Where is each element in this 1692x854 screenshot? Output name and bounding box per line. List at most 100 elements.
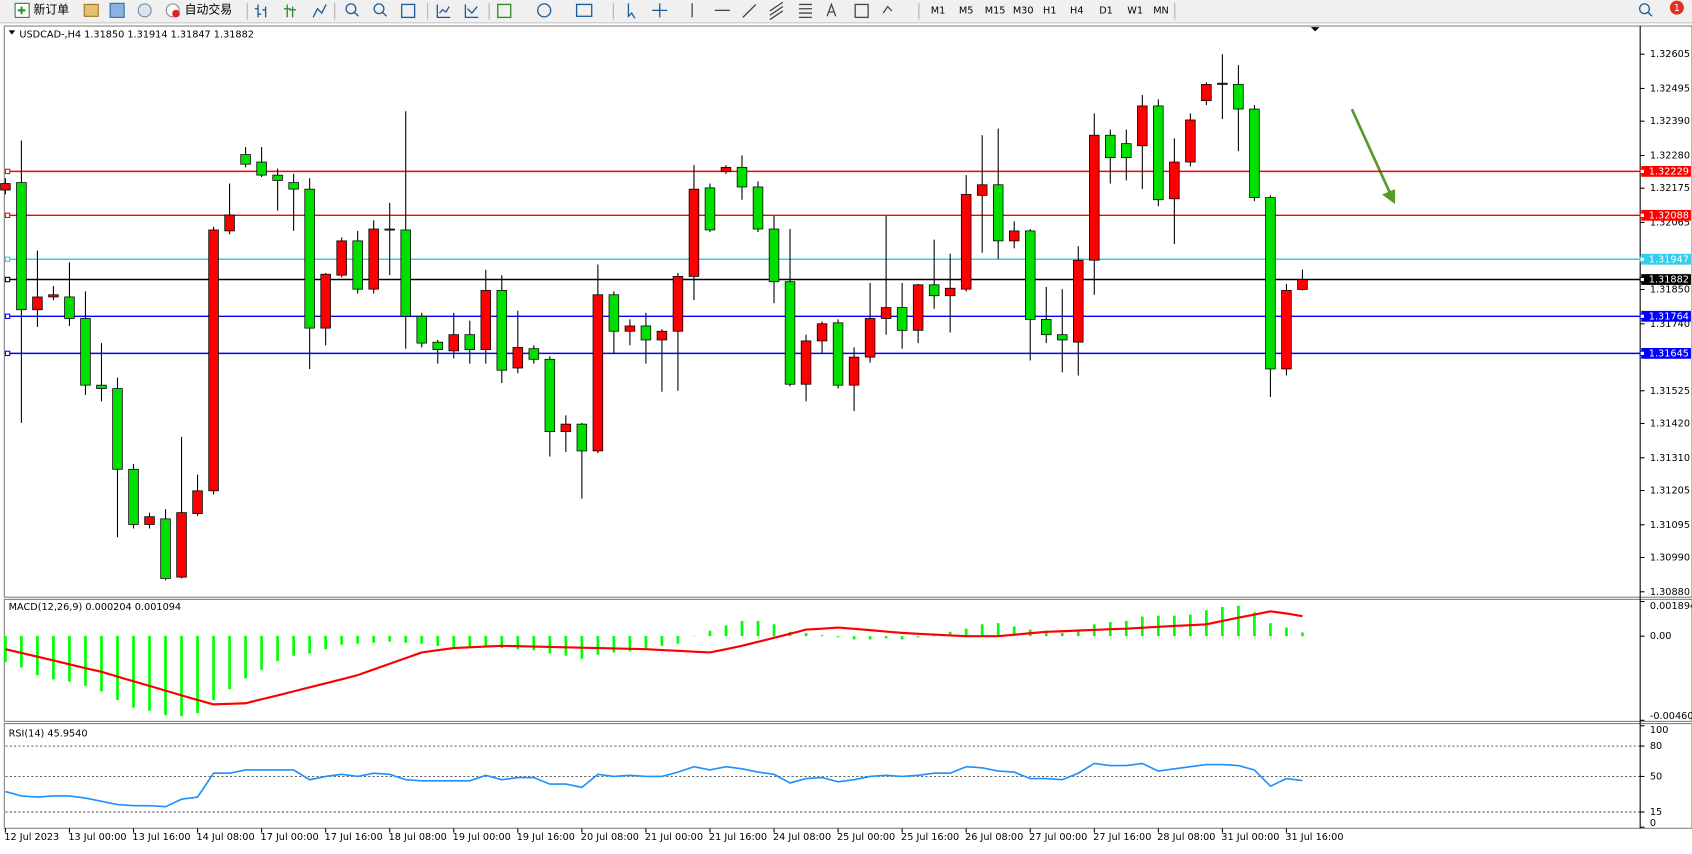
candle-body (192, 490, 203, 514)
candle-body (1249, 108, 1260, 198)
trend-arrow (1350, 108, 1396, 205)
timeframe-button[interactable]: MN (1153, 5, 1169, 16)
timeframe-button[interactable]: M15 (985, 5, 1006, 16)
x-tick-label: 17 Jul 00:00 (261, 832, 319, 843)
icon[interactable] (109, 2, 125, 18)
y-tick-label: 1.31095 (1650, 520, 1690, 531)
x-tick-label: 21 Jul 16:00 (709, 832, 767, 843)
candle-body (528, 348, 540, 360)
timeframe-button[interactable]: W1 (1127, 5, 1143, 16)
candle-body (1137, 105, 1148, 147)
tool-icons[interactable] (254, 1, 1653, 21)
button-label: 自动交易 (185, 2, 232, 16)
button-label: 新订单 (33, 2, 69, 16)
main-layer: M1 M5 M15 M30 H1 H4 D1 W1 MN 1.32605 1.32495 1.3239… (0, 5, 1692, 843)
y-tick-label: 100 (1650, 725, 1669, 736)
candle-body (720, 166, 732, 173)
y-tick-label: 1.32390 (1650, 116, 1690, 127)
candle-body (992, 184, 1004, 242)
candle-body (1281, 290, 1292, 370)
candle-body (832, 322, 844, 386)
x-tick-label: 27 Jul 00:00 (1029, 832, 1087, 843)
level-label: 1.31764 (1649, 311, 1689, 322)
x-tick-label: 20 Jul 08:00 (581, 832, 639, 843)
candle-body (1217, 82, 1228, 85)
candle-body (752, 186, 764, 230)
candle-body (944, 287, 956, 297)
candle-body (800, 340, 812, 385)
x-tick-label: 26 Jul 08:00 (965, 832, 1023, 843)
x-tick-label: 28 Jul 08:00 (1157, 832, 1215, 843)
candle-body (1297, 279, 1308, 290)
timeframe-button[interactable]: H4 (1070, 5, 1083, 16)
candle-body (816, 323, 828, 342)
candle-body (1024, 230, 1036, 320)
icon[interactable] (83, 3, 99, 17)
candle-body (880, 307, 892, 319)
candle-body (688, 188, 700, 277)
icon[interactable] (137, 3, 152, 18)
x-tick-label: 19 Jul 00:00 (453, 832, 511, 843)
candle-body (256, 161, 267, 176)
icon (17, 6, 26, 15)
y-tick-label: 1.32495 (1650, 83, 1690, 94)
candle-body (400, 229, 411, 317)
y-tick-label: 1.31740 (1650, 319, 1690, 330)
candle-body (480, 290, 492, 351)
candle-body (592, 294, 604, 452)
level-marker (1639, 212, 1646, 219)
candle-body (144, 516, 155, 525)
x-tick-label: 31 Jul 16:00 (1285, 832, 1343, 843)
candle-body (1105, 134, 1116, 159)
timeframe-button[interactable]: H1 (1043, 5, 1056, 16)
y-tick-label: 0.001894 (1650, 601, 1692, 612)
macd-title: MACD(12,26,9) 0.000204 0.001094 (9, 602, 181, 613)
timeframe-button[interactable]: M30 (1013, 5, 1034, 16)
auto-trading-button[interactable]: 自动交易 (165, 2, 232, 18)
candle-body (1233, 84, 1244, 110)
y-tick-label: 1.30990 (1650, 552, 1690, 563)
rsi-panel (3, 723, 1692, 829)
candle-body (1008, 230, 1020, 242)
rsi-line (5, 762, 1303, 808)
candle-body (16, 182, 27, 311)
candle-body (0, 183, 11, 191)
candle-body (1201, 84, 1212, 102)
y-tick-label: 1.31420 (1650, 418, 1690, 429)
candle-body (576, 423, 588, 452)
y-tick-label: 1.32175 (1650, 183, 1690, 194)
candle-body (608, 294, 620, 332)
level-marker (4, 168, 11, 175)
candle-body (1057, 334, 1068, 341)
icon (172, 9, 180, 18)
candle-body (672, 276, 684, 332)
main-title: USDCAD-,H4 1.31850 1.31914 1.31847 1.318… (19, 30, 254, 41)
candle-body (960, 194, 972, 290)
candle-body (240, 154, 251, 165)
separators (246, 3, 1176, 20)
new-order-button[interactable]: 新订单 (14, 2, 69, 18)
y-tick-label: 1.31850 (1650, 284, 1690, 295)
candle-body (848, 356, 860, 386)
timeframe-button[interactable]: D1 (1099, 5, 1113, 16)
level-label-bg (1641, 165, 1691, 177)
candle-body (768, 228, 780, 283)
level-label: 1.31882 (1649, 275, 1689, 286)
candle-body (112, 388, 123, 470)
y-tick-label: -0.004603 (1650, 711, 1692, 722)
level-label-bg (1641, 274, 1691, 285)
level-marker (4, 313, 11, 319)
x-tick-label: 13 Jul 00:00 (68, 832, 126, 843)
panel-menu-marker (8, 30, 16, 35)
macd-panel (3, 598, 1692, 722)
x-tick-label: 19 Jul 16:00 (517, 832, 575, 843)
timeframe-button[interactable]: M1 (931, 5, 946, 16)
timeframe-button[interactable]: M5 (959, 5, 974, 16)
alerts[interactable]: 1 (1669, 0, 1684, 15)
candle-body (512, 347, 524, 369)
level-label: 1.32229 (1649, 166, 1689, 177)
rsi-title: RSI(14) 45.9540 (9, 728, 88, 739)
candle-body (976, 184, 988, 196)
candle-body (448, 334, 459, 352)
